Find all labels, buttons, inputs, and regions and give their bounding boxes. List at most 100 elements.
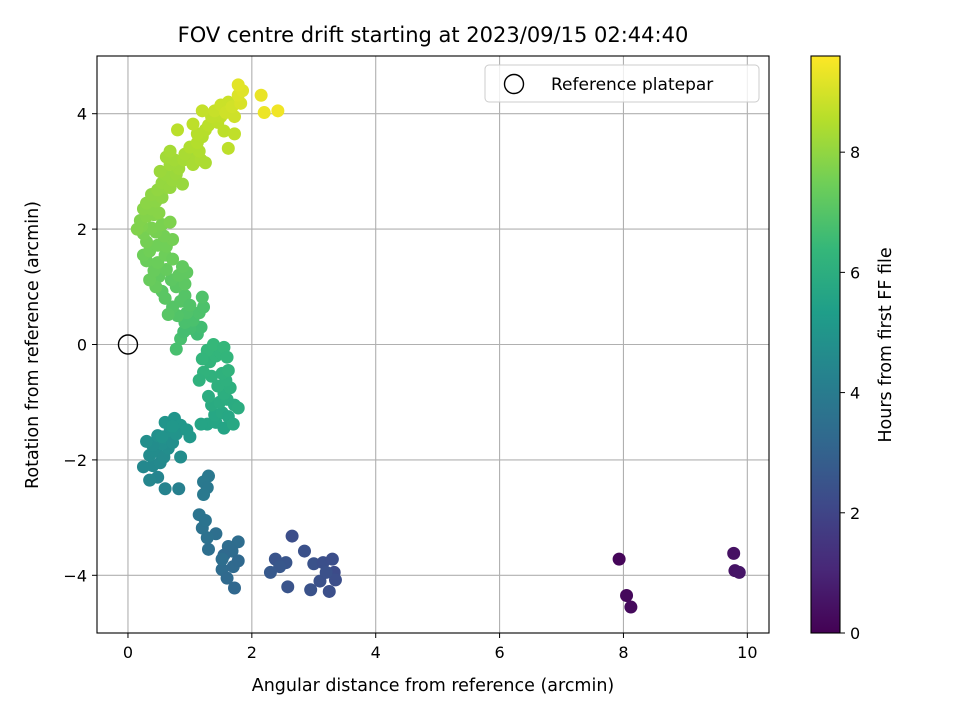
data-point	[217, 124, 231, 138]
colorbar-tick-label: 6	[850, 263, 860, 282]
data-point	[231, 554, 245, 568]
data-point	[227, 127, 241, 141]
data-point	[254, 88, 268, 102]
data-point	[285, 529, 299, 543]
data-point	[231, 401, 245, 415]
data-point	[221, 141, 235, 155]
y-tick-label: 0	[77, 336, 87, 355]
axis-ticks: 0 2 4 6 8 10 −4 −2 0 2 4	[63, 105, 757, 662]
data-point	[159, 262, 173, 276]
data-point	[227, 110, 241, 124]
x-tick-label: 10	[737, 643, 757, 662]
colorbar: 0 2 4 6 8 Hours from first FF file	[810, 55, 896, 643]
data-point	[194, 417, 208, 431]
colorbar-tick-label: 8	[850, 143, 860, 162]
data-point	[158, 482, 172, 496]
data-point	[166, 419, 180, 433]
data-point	[198, 513, 212, 527]
data-point	[206, 338, 220, 351]
data-point	[192, 373, 206, 387]
data-point	[220, 571, 234, 585]
data-point	[620, 588, 634, 602]
data-point	[163, 144, 177, 158]
data-point	[174, 450, 188, 464]
legend-label: Reference platepar	[551, 75, 713, 95]
data-point	[271, 104, 285, 118]
data-point	[281, 580, 295, 594]
data-point	[217, 340, 231, 354]
data-point	[612, 552, 626, 566]
data-point	[153, 164, 167, 178]
data-point	[220, 350, 234, 364]
data-point	[195, 290, 209, 304]
legend: Reference platepar	[484, 64, 760, 103]
data-point	[186, 117, 200, 131]
data-point	[166, 252, 180, 266]
data-point	[200, 531, 214, 545]
reference-platepar-marker	[117, 334, 139, 355]
colorbar-tick-label: 2	[850, 504, 860, 523]
data-point	[231, 535, 245, 549]
data-point	[161, 307, 175, 321]
data-point	[231, 78, 245, 92]
x-axis-label: Angular distance from reference (arcmin)	[252, 676, 615, 696]
data-point	[175, 177, 189, 191]
colorbar-gradient	[811, 56, 840, 633]
data-point	[226, 417, 240, 431]
data-point	[163, 215, 177, 229]
y-tick-label: 2	[77, 220, 87, 239]
y-axis-label: Rotation from reference (arcmin)	[23, 201, 43, 489]
data-point	[198, 156, 212, 170]
chart-title: FOV centre drift starting at 2023/09/15 …	[178, 23, 689, 47]
data-point	[175, 260, 189, 274]
data-point	[197, 488, 211, 502]
data-point	[201, 542, 215, 556]
data-point	[328, 573, 342, 587]
data-point	[273, 560, 287, 574]
colorbar-tick-label: 0	[850, 624, 860, 643]
data-point	[319, 565, 333, 579]
data-point	[257, 106, 271, 120]
data-point	[195, 104, 209, 118]
data-point	[201, 389, 215, 403]
data-point	[155, 430, 169, 444]
colorbar-tick-label: 4	[850, 384, 860, 403]
y-tick-label: −4	[63, 566, 87, 585]
data-point	[215, 552, 229, 566]
data-point	[172, 482, 186, 496]
data-point	[322, 584, 336, 598]
data-point	[297, 544, 311, 558]
legend-marker-icon	[503, 73, 525, 95]
data-point	[190, 127, 204, 141]
data-point	[624, 600, 638, 614]
x-tick-label: 4	[371, 643, 381, 662]
data-point	[263, 565, 277, 579]
data-point	[183, 298, 197, 312]
data-point	[171, 123, 185, 137]
y-tick-label: −2	[63, 451, 87, 470]
data-point	[169, 342, 183, 356]
data-point	[140, 434, 154, 448]
data-point	[227, 581, 241, 595]
x-tick-label: 6	[494, 643, 504, 662]
data-point	[145, 221, 159, 235]
legend-box	[484, 64, 760, 103]
data-point	[183, 430, 197, 444]
scatter-points	[130, 78, 746, 614]
data-point	[195, 352, 209, 366]
data-point	[221, 363, 235, 377]
x-tick-label: 0	[123, 643, 133, 662]
y-tick-label: 4	[77, 105, 87, 124]
data-point	[304, 583, 318, 597]
data-point	[325, 552, 339, 566]
colorbar-ticks: 0 2 4 6 8	[840, 143, 860, 643]
data-point	[732, 565, 746, 579]
data-point	[197, 300, 211, 314]
x-tick-label: 8	[618, 643, 628, 662]
data-point	[727, 546, 741, 560]
data-point	[152, 206, 166, 220]
data-point	[143, 473, 157, 487]
x-tick-label: 2	[247, 643, 257, 662]
